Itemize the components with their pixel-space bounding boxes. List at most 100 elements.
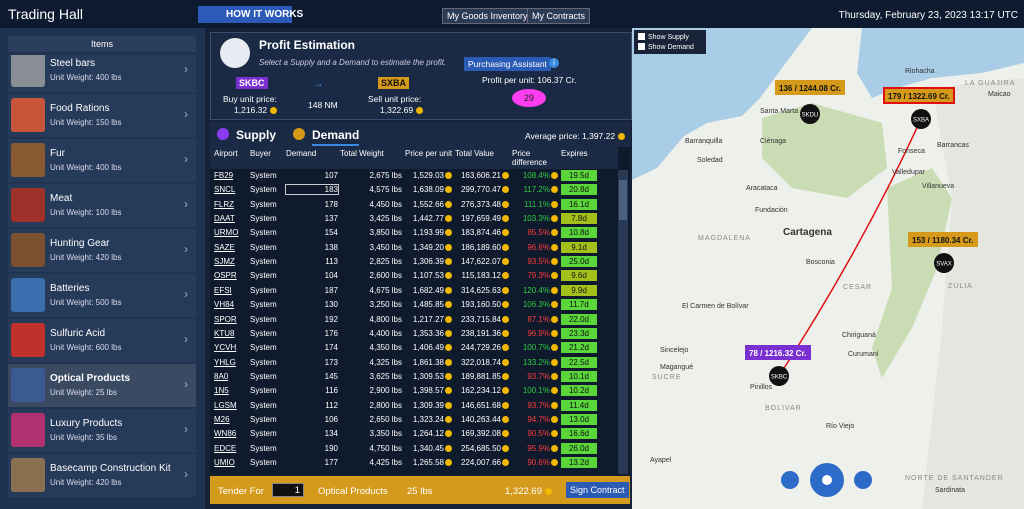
average-price: Average price: 1,397.22 — [525, 131, 626, 141]
coin — [551, 444, 558, 452]
coin — [502, 243, 509, 251]
item[interactable]: Hunting Gear Unit Weight: 420 lbs › — [8, 229, 196, 272]
scrollbar[interactable] — [618, 170, 628, 474]
profit-badge: 29 — [512, 89, 546, 107]
buy-price-text: 1,216.32 — [234, 105, 268, 115]
perija — [872, 168, 952, 378]
cell: 134 — [324, 429, 338, 439]
column-header[interactable]: Expires — [561, 149, 588, 158]
profit-per-unit: Profit per unit: 106.37 Cr. — [482, 75, 577, 85]
cell: 1,265.58 — [412, 458, 444, 467]
column-header[interactable]: Total Value — [455, 149, 494, 158]
coin — [502, 258, 509, 266]
cell: 16.6d — [561, 428, 597, 440]
airport-marker[interactable] — [769, 366, 789, 386]
how-it-works[interactable]: HOW IT WORKS — [198, 6, 303, 23]
chevron: › — [184, 197, 188, 211]
airport-marker[interactable] — [800, 104, 820, 124]
to-code: SXBA — [378, 77, 410, 89]
zoom-button[interactable] — [854, 471, 872, 489]
view-button[interactable] — [781, 471, 799, 489]
cell: 314,625.63 — [460, 285, 501, 295]
cell: 169,392.08 — [460, 429, 501, 439]
item[interactable]: Basecamp Construction Kit Unit Weight: 42… — [8, 454, 196, 497]
coin — [445, 215, 452, 223]
checkbox[interactable] — [638, 33, 645, 40]
cell: 93.7% — [527, 400, 550, 410]
column-header[interactable]: Price per unit — [405, 149, 453, 158]
cell: LGSM — [214, 400, 237, 410]
cell: System — [250, 199, 277, 209]
airport-marker[interactable] — [934, 253, 954, 273]
item-name: Sulfuric Acid — [50, 328, 106, 339]
cell: 238,191.36 — [460, 328, 501, 338]
info-icon[interactable]: i — [549, 58, 559, 68]
coin — [445, 344, 452, 352]
sign-contract[interactable]: Sign Contract — [566, 482, 629, 498]
place-name: Bosconia — [806, 259, 835, 266]
supply-tab[interactable]: Supply — [236, 128, 277, 142]
airport-code: SVAX — [936, 262, 952, 268]
quantity-input[interactable]: 1 — [272, 483, 304, 497]
place-name: ZULIA — [948, 283, 973, 290]
coin — [445, 243, 452, 251]
cell: System — [250, 371, 277, 381]
cell: 322,018.74 — [460, 357, 501, 367]
purchasing-assistant[interactable]: Purchasing Assistant — [464, 57, 551, 71]
cell: 106.3% — [522, 300, 550, 310]
cell: 115,183.12 — [461, 271, 501, 281]
column-header[interactable]: Price difference — [512, 149, 547, 167]
nav-inventory[interactable]: My Goods Inventory — [442, 8, 533, 24]
table-header: Airport Buyer Demand Total Weight Price per … — [210, 147, 618, 169]
column-header[interactable]: Total Weight — [340, 149, 384, 158]
item[interactable]: Batteries Unit Weight: 500 lbs › — [8, 274, 196, 317]
cell: 9.1d — [561, 241, 597, 253]
checkbox[interactable] — [638, 43, 645, 50]
item-icon — [11, 278, 45, 312]
place-name: Magangué — [660, 364, 693, 371]
offer-box — [745, 345, 811, 360]
item[interactable]: Meat Unit Weight: 100 lbs › — [8, 184, 196, 227]
cell: System — [250, 386, 277, 396]
item[interactable]: Optical Products Unit Weight: 25 lbs › — [8, 364, 196, 407]
coin — [445, 229, 452, 237]
column-header[interactable]: Demand — [286, 149, 317, 158]
item-weight: Unit Weight: 600 lbs — [50, 343, 122, 352]
profit-panel — [210, 32, 632, 120]
demand-tab[interactable]: Demand — [312, 128, 360, 146]
coin — [502, 387, 509, 395]
pan-center[interactable] — [822, 475, 832, 485]
coin — [551, 401, 558, 409]
cell: OSPR — [214, 271, 237, 281]
column-header[interactable]: Buyer — [250, 149, 271, 158]
item[interactable]: Steel bars Unit Weight: 400 lbs › — [8, 55, 196, 92]
coin — [445, 401, 452, 409]
coin — [502, 301, 509, 309]
item[interactable]: Luxury Products Unit Weight: 35 lbs › — [8, 409, 196, 452]
cell: 133.2% — [522, 357, 550, 367]
cell: 4,800 lbs — [369, 314, 402, 324]
chevron: › — [184, 377, 188, 391]
cell: 21.2d — [561, 342, 597, 354]
airport-marker[interactable] — [911, 109, 931, 129]
cell: 174 — [324, 343, 338, 353]
item[interactable]: Fur Unit Weight: 400 lbs › — [8, 139, 196, 182]
column-header[interactable]: Airport — [214, 149, 238, 158]
scroll-thumb[interactable] — [619, 180, 627, 220]
from-code: SKBC — [236, 77, 268, 89]
cell: 23.3d — [561, 327, 597, 339]
coin — [502, 459, 509, 466]
item-icon — [11, 458, 45, 492]
coin — [551, 301, 558, 309]
item[interactable]: Food Rations Unit Weight: 150 lbs › — [8, 94, 196, 137]
cell: 1,442.77 — [412, 214, 444, 224]
item-name: Steel bars — [50, 58, 96, 69]
cell: URMO — [214, 228, 239, 238]
coin — [551, 459, 558, 466]
item[interactable]: Sulfuric Acid Unit Weight: 600 lbs › — [8, 319, 196, 362]
cell: 162,234.12 — [460, 386, 501, 396]
toggle-label: Show Demand — [648, 44, 694, 51]
coin — [551, 387, 558, 395]
nav-contracts[interactable]: My Contracts — [527, 8, 591, 24]
coin — [502, 286, 509, 294]
